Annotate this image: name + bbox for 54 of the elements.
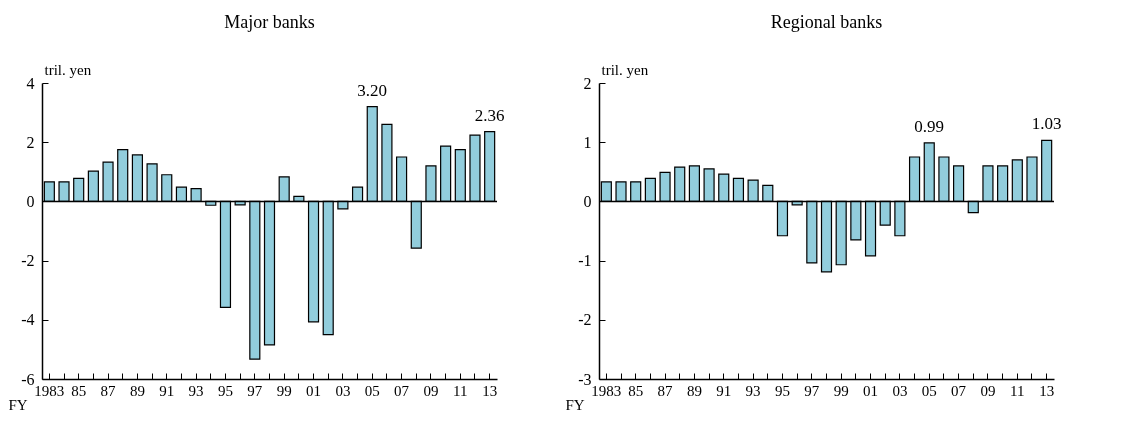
x-tick-label: 01 [306, 382, 322, 399]
x-tick-label: 85 [628, 382, 644, 399]
data-label: 3.20 [357, 80, 388, 100]
y-tick-label: -2 [21, 252, 35, 270]
x-tick-label: 91 [716, 382, 732, 399]
y-tick-label: -2 [578, 311, 592, 329]
x-tick-label: 97 [804, 382, 820, 399]
x-tick-label: 07 [394, 382, 410, 399]
y-tick-label: 1 [583, 133, 592, 151]
x-tick-label: 89 [129, 382, 145, 399]
y-tick-label: -4 [21, 311, 35, 329]
x-tick-label: 93 [745, 382, 761, 399]
y-tick-label: 2 [26, 133, 35, 151]
x-tick-label: 13 [1039, 382, 1055, 399]
x-tick-label: 05 [364, 382, 380, 399]
y-tick-label: -3 [578, 370, 592, 388]
x-tick-label: 89 [686, 382, 702, 399]
y-tick-label: 0 [583, 192, 592, 210]
y-axis-title: tril. yen [601, 61, 649, 78]
x-tick-label: 1983 [591, 382, 622, 399]
y-axis-title: tril. yen [44, 61, 92, 78]
y-tick-label: -1 [578, 252, 592, 270]
x-tick-label: 95 [774, 382, 790, 399]
data-label: 2.36 [474, 105, 505, 125]
x-tick-label: 11 [453, 382, 468, 399]
x-tick-label: 07 [951, 382, 967, 399]
y-tick-label: 2 [583, 74, 592, 92]
x-tick-label: 91 [159, 382, 175, 399]
x-tick-label: 03 [335, 382, 351, 399]
x-tick-label: 13 [482, 382, 498, 399]
x-axis-title: FY [8, 396, 28, 413]
chart-title: Major banks [224, 12, 315, 32]
x-tick-label: 11 [1010, 382, 1025, 399]
x-tick-label: 95 [217, 382, 233, 399]
x-tick-label: 09 [423, 382, 439, 399]
x-tick-label: 93 [188, 382, 204, 399]
x-tick-label: 99 [276, 382, 292, 399]
x-tick-label: 97 [247, 382, 263, 399]
data-label: 0.99 [914, 116, 945, 136]
x-tick-label: 09 [980, 382, 996, 399]
y-tick-label: 0 [26, 192, 35, 210]
x-tick-label: 99 [833, 382, 849, 399]
x-tick-label: 1983 [34, 382, 65, 399]
x-tick-label: 05 [921, 382, 937, 399]
y-tick-label: 4 [26, 74, 35, 92]
x-axis-title: FY [565, 396, 585, 413]
data-label: 1.03 [1031, 114, 1062, 134]
chart-title: Regional banks [770, 12, 883, 32]
x-tick-label: 03 [892, 382, 908, 399]
x-tick-label: 85 [71, 382, 87, 399]
y-tick-label: -6 [21, 370, 35, 388]
x-tick-label: 87 [657, 382, 674, 399]
x-tick-label: 87 [100, 382, 117, 399]
x-tick-label: 01 [863, 382, 879, 399]
